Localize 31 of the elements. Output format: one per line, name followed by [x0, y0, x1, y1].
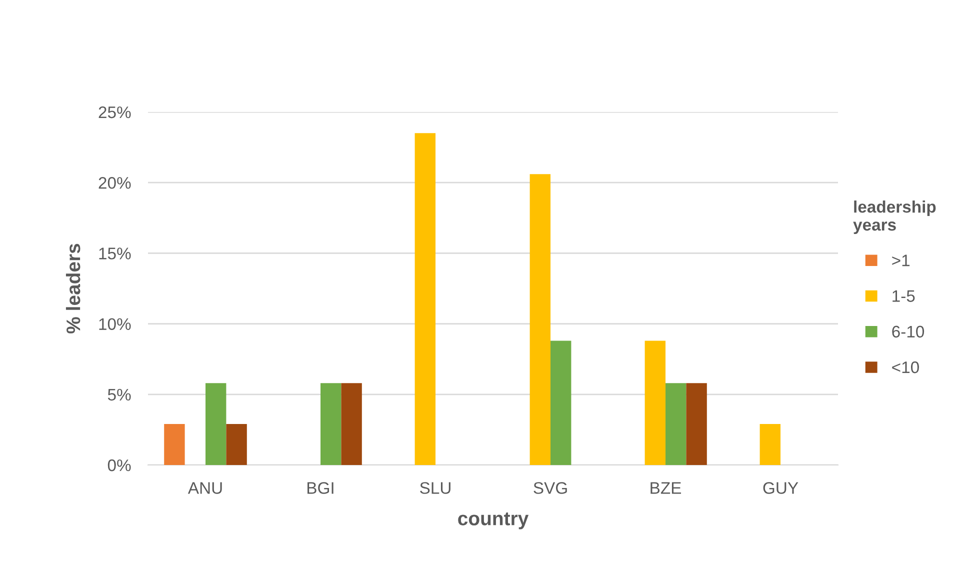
legend-label: 1-5: [892, 290, 915, 302]
bar: [414, 133, 436, 465]
legend-label: 6-10: [892, 326, 924, 338]
bar: [206, 383, 226, 465]
bar: [644, 340, 666, 465]
x-tick-label: SVG: [534, 482, 567, 494]
x-tick-label: BZE: [650, 482, 681, 494]
bar: [666, 383, 686, 465]
bar: [550, 340, 572, 465]
bar: [686, 383, 707, 465]
y-tick-label: 0%: [108, 459, 131, 472]
y-tick-label: 25%: [98, 106, 131, 118]
x-axis-title: country: [458, 512, 529, 530]
legend-label: <10: [892, 361, 919, 374]
x-tick-label: BGI: [308, 482, 334, 494]
bar: [320, 383, 342, 465]
legend-label: >1: [892, 254, 910, 266]
x-tick-label: SLU: [420, 482, 450, 494]
legend-title: leadership years: [853, 200, 936, 234]
y-axis-title: % leaders: [66, 244, 80, 334]
x-tick-label: GUY: [763, 482, 798, 494]
y-tick-label: 15%: [99, 248, 131, 260]
x-tick-label: ANU: [188, 482, 222, 494]
bar: [164, 424, 185, 465]
bar: [341, 383, 362, 465]
bar: [226, 424, 247, 465]
bar: [760, 424, 780, 465]
y-tick-label: 20%: [98, 177, 131, 189]
bar: [530, 174, 550, 465]
y-tick-label: 10%: [99, 318, 131, 330]
y-tick-label: 5%: [108, 388, 131, 401]
